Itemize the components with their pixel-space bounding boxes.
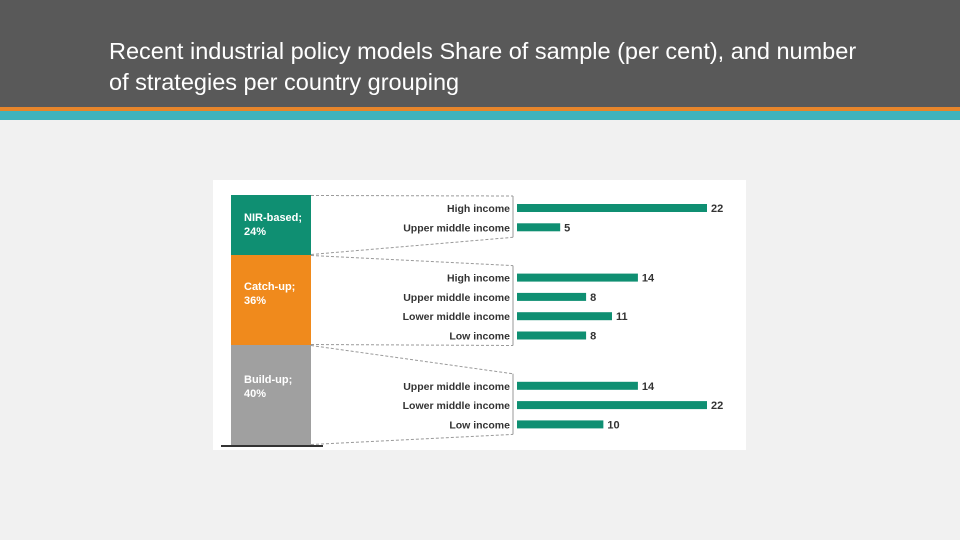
connector-bottom-nir-based	[310, 236, 514, 255]
share-percent-nir-based: 24%	[244, 226, 266, 238]
category-label-build-up-upper-middle-income: Upper middle income	[403, 381, 510, 393]
connector-top-catch-up	[310, 255, 514, 267]
share-label-build-up: Build-up;	[244, 374, 292, 386]
share-segment-build-up	[231, 345, 311, 445]
category-label-build-up-lower-middle-income: Lower middle income	[403, 400, 511, 412]
value-label-catch-up-low-income: 8	[590, 331, 596, 343]
chart-figure: NIR-based; 24% Catch-up; 36% Build-up; 40% Hig…	[213, 180, 746, 450]
share-percent-build-up: 40%	[244, 388, 266, 400]
accent-stripe-orange	[0, 107, 960, 111]
category-label-nir-based-upper-middle-income: Upper middle income	[403, 222, 510, 234]
bar-build-up-upper-middle-income	[517, 381, 638, 390]
bar-catch-up-lower-middle-income	[517, 312, 612, 321]
connector-bottom-catch-up	[310, 344, 514, 346]
bar-nir-based-high-income	[517, 204, 707, 212]
share-label-catch-up: Catch-up;	[244, 281, 295, 293]
value-label-build-up-lower-middle-income: 22	[711, 400, 723, 412]
category-label-catch-up-upper-middle-income: Upper middle income	[403, 292, 510, 304]
bar-catch-up-upper-middle-income	[517, 292, 587, 301]
value-label-nir-based-upper-middle-income: 5	[564, 222, 570, 234]
bar-build-up-low-income	[517, 420, 604, 429]
value-label-build-up-upper-middle-income: 14	[642, 381, 655, 393]
value-label-catch-up-high-income: 14	[642, 273, 655, 285]
bar-build-up-lower-middle-income	[517, 401, 707, 410]
category-label-catch-up-lower-middle-income: Lower middle income	[403, 311, 511, 323]
value-label-nir-based-high-income: 22	[711, 203, 723, 215]
share-segment-nir-based	[231, 195, 311, 255]
value-label-catch-up-upper-middle-income: 8	[590, 292, 596, 304]
connector-top-nir-based	[310, 195, 514, 197]
slide-title: Recent industrial policy models Share of…	[109, 38, 857, 95]
category-label-catch-up-low-income: Low income	[449, 331, 510, 343]
share-percent-catch-up: 36%	[244, 295, 266, 307]
category-label-nir-based-high-income: High income	[447, 203, 510, 215]
chart-svg: NIR-based; 24% Catch-up; 36% Build-up; 40% Hig…	[221, 195, 723, 447]
value-label-build-up-low-income: 10	[607, 419, 619, 431]
bar-catch-up-high-income	[517, 273, 638, 282]
connector-bottom-build-up	[310, 433, 514, 445]
category-label-build-up-low-income: Low income	[449, 419, 510, 431]
value-label-catch-up-lower-middle-income: 11	[616, 311, 628, 323]
bar-nir-based-upper-middle-income	[517, 223, 561, 232]
accent-stripe-teal	[0, 111, 960, 120]
share-segment-catch-up	[231, 255, 311, 345]
connector-top-build-up	[310, 345, 514, 375]
category-label-catch-up-high-income: High income	[447, 273, 510, 285]
slide-header: Recent industrial policy models Share of…	[0, 0, 960, 107]
share-label-nir-based: NIR-based;	[244, 212, 302, 224]
bar-catch-up-low-income	[517, 331, 587, 340]
